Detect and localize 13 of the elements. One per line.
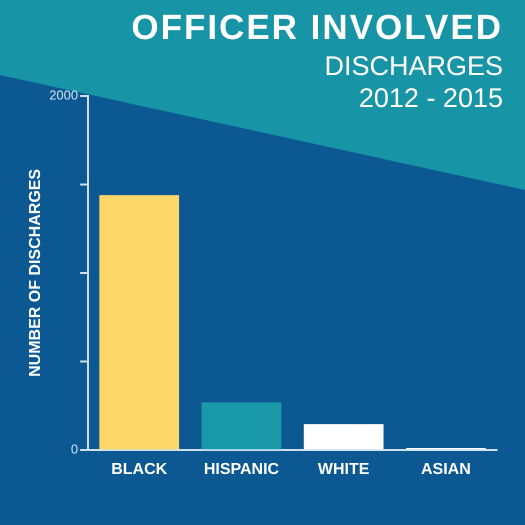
- x-tick-label: WHITE: [318, 460, 370, 478]
- y-axis-title: NUMBER OF DISCHARGES: [27, 168, 44, 377]
- x-tick-label: ASIAN: [421, 460, 471, 478]
- y-tick-label: 2000: [49, 88, 78, 103]
- x-tick-label: HISPANIC: [204, 460, 280, 478]
- bar: [202, 402, 282, 450]
- annotation: 2012 - 2015: [358, 82, 503, 114]
- y-tick-label: 0: [70, 441, 78, 456]
- x-tick-label: BLACK: [111, 460, 168, 478]
- chart-title: OFFICER INVOLVED: [131, 7, 503, 49]
- bar: [304, 424, 384, 450]
- chart-subtitle: DISCHARGES: [323, 50, 503, 82]
- bar: [99, 195, 180, 450]
